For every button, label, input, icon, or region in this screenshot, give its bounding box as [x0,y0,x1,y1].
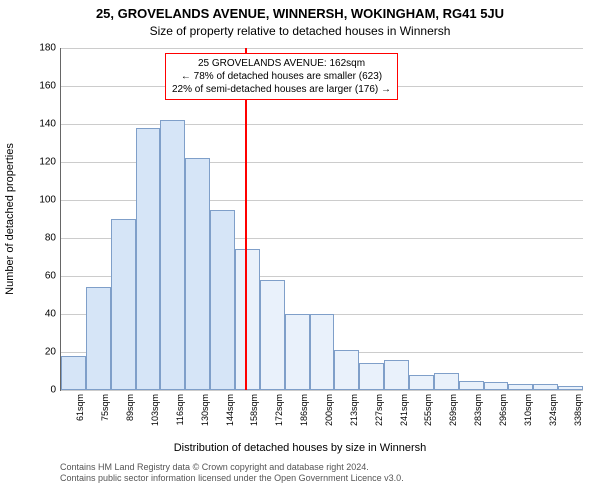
histogram-bar [160,120,185,390]
y-tick-label: 180 [32,43,56,54]
annotation-line-3: 22% of semi-detached houses are larger (… [172,83,391,96]
x-tick-label: 158sqm [249,394,259,444]
annotation-line-1: 25 GROVELANDS AVENUE: 162sqm [172,57,391,70]
chart-title-sub: Size of property relative to detached ho… [0,24,600,38]
x-tick-label: 75sqm [100,394,110,444]
chart-container: 25, GROVELANDS AVENUE, WINNERSH, WOKINGH… [0,0,600,500]
y-axis-label: Number of detached properties [4,143,16,295]
x-tick-label: 89sqm [125,394,135,444]
histogram-bar [235,249,260,390]
x-tick-label: 227sqm [374,394,384,444]
histogram-bar [359,363,384,390]
histogram-bar [61,356,86,390]
histogram-bar [285,314,310,390]
x-tick-label: 241sqm [399,394,409,444]
grid-line [61,48,583,49]
x-tick-label: 130sqm [200,394,210,444]
x-tick-label: 269sqm [448,394,458,444]
histogram-bar [484,382,509,390]
chart-title-main: 25, GROVELANDS AVENUE, WINNERSH, WOKINGH… [0,6,600,21]
x-tick-label: 310sqm [523,394,533,444]
x-tick-label: 144sqm [225,394,235,444]
y-tick-label: 120 [32,157,56,168]
y-tick-label: 0 [32,385,56,396]
y-tick-label: 100 [32,195,56,206]
x-tick-label: 172sqm [274,394,284,444]
y-tick-label: 160 [32,81,56,92]
histogram-bar [508,384,533,390]
histogram-bar [210,210,235,391]
x-tick-label: 255sqm [423,394,433,444]
x-tick-label: 116sqm [175,394,185,444]
y-tick-label: 40 [32,309,56,320]
histogram-bar [533,384,558,390]
y-tick-label: 140 [32,119,56,130]
grid-line [61,390,583,391]
histogram-bar [86,287,111,390]
histogram-bar [111,219,136,390]
histogram-bar [260,280,285,390]
y-tick-label: 20 [32,347,56,358]
x-tick-label: 283sqm [473,394,483,444]
footer-line-2: Contains public sector information licen… [60,473,582,484]
footer-attribution: Contains HM Land Registry data © Crown c… [60,462,582,485]
histogram-bar [384,360,409,390]
footer-line-1: Contains HM Land Registry data © Crown c… [60,462,582,473]
histogram-bar [558,386,583,390]
annotation-line-2: ← 78% of detached houses are smaller (62… [172,70,391,83]
histogram-bar [434,373,459,390]
x-tick-label: 200sqm [324,394,334,444]
histogram-bar [310,314,335,390]
grid-line [61,124,583,125]
x-tick-label: 103sqm [150,394,160,444]
x-tick-label: 186sqm [299,394,309,444]
y-tick-label: 80 [32,233,56,244]
x-tick-label: 213sqm [349,394,359,444]
histogram-bar [459,381,484,391]
x-tick-label: 61sqm [75,394,85,444]
x-tick-label: 296sqm [498,394,508,444]
x-tick-label: 338sqm [573,394,583,444]
y-tick-label: 60 [32,271,56,282]
histogram-bar [185,158,210,390]
x-tick-label: 324sqm [548,394,558,444]
histogram-bar [334,350,359,390]
histogram-bar [409,375,434,390]
annotation-box: 25 GROVELANDS AVENUE: 162sqm← 78% of det… [165,53,398,100]
histogram-bar [136,128,161,390]
